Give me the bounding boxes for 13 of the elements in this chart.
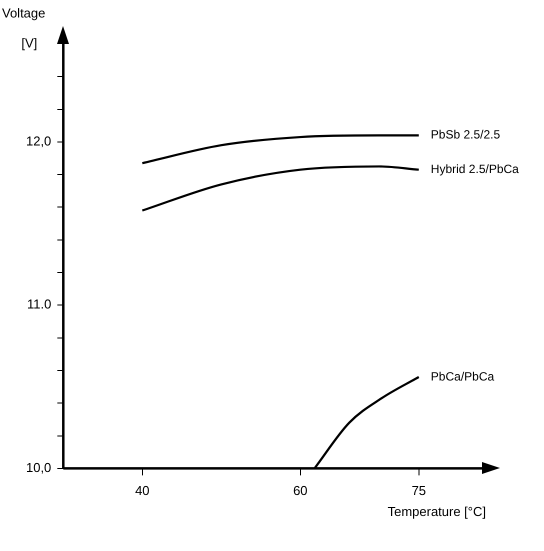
y-tick-label: 12,0 [26,134,52,149]
y-axis-title: Voltage [V] [2,6,46,51]
series-label: PbSb 2.5/2.5 [430,128,501,142]
y-tick-label: 11.0 [26,296,52,312]
x-tick-label: 40 [135,482,150,498]
x-tick-label: 75 [412,482,426,498]
series-label: PbCa/PbCa [430,369,494,384]
x-tick-label: 60 [293,482,308,498]
line-series [141,165,420,212]
x-axis-title: Temperature [°C] [388,504,486,519]
line-series [141,134,420,164]
y-tick-label: 10,0 [26,460,52,475]
series-label: Hybrid 2.5/PbCa [430,162,520,176]
